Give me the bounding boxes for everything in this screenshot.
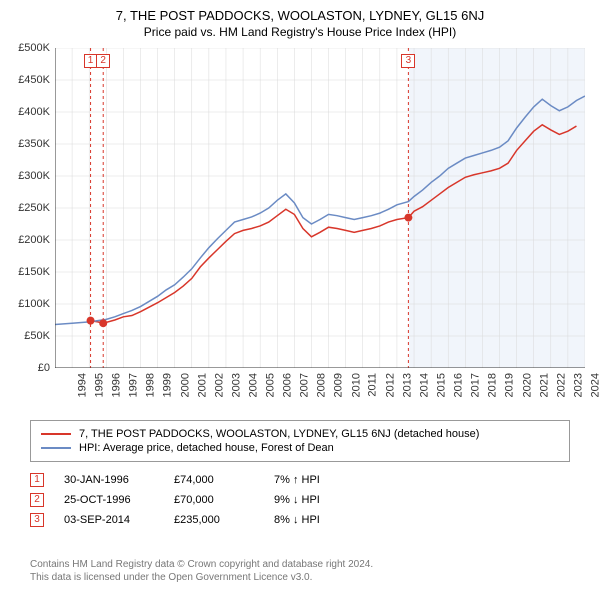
- event-hpi: 8% ↓ HPI: [274, 514, 374, 526]
- legend-label: 7, THE POST PADDOCKS, WOOLASTON, LYDNEY,…: [79, 428, 479, 440]
- event-marker-2: 2: [96, 54, 110, 68]
- x-axis-tick-label: 2010: [350, 373, 362, 397]
- legend-label: HPI: Average price, detached house, Fore…: [79, 442, 334, 454]
- y-axis-tick-label: £50K: [0, 330, 50, 342]
- x-axis-tick-label: 2004: [247, 373, 259, 397]
- x-axis-tick-label: 2016: [453, 373, 465, 397]
- event-num-badge: 1: [30, 473, 44, 487]
- x-axis-tick-label: 2003: [230, 373, 242, 397]
- x-axis-tick-label: 1997: [128, 373, 140, 397]
- x-axis-tick-label: 2021: [538, 373, 550, 397]
- event-price: £235,000: [174, 514, 254, 526]
- y-axis-tick-label: £200K: [0, 234, 50, 246]
- legend-item: 7, THE POST PADDOCKS, WOOLASTON, LYDNEY,…: [41, 427, 559, 441]
- chart-legend: 7, THE POST PADDOCKS, WOOLASTON, LYDNEY,…: [30, 420, 570, 462]
- legend-swatch: [41, 447, 71, 449]
- x-axis-tick-label: 2024: [589, 373, 600, 397]
- y-axis-tick-label: £400K: [0, 106, 50, 118]
- y-axis-tick-label: £500K: [0, 42, 50, 54]
- chart-plot-area: £0£50K£100K£150K£200K£250K£300K£350K£400…: [55, 48, 585, 368]
- x-axis-tick-label: 2023: [572, 373, 584, 397]
- y-axis-tick-label: £350K: [0, 138, 50, 150]
- event-row: 3 03-SEP-2014 £235,000 8% ↓ HPI: [30, 510, 570, 530]
- footer-line2: This data is licensed under the Open Gov…: [30, 571, 373, 584]
- x-axis-tick-label: 2012: [384, 373, 396, 397]
- event-date: 30-JAN-1996: [64, 474, 154, 486]
- x-axis-tick-label: 2013: [401, 373, 413, 397]
- x-axis-tick-label: 1998: [145, 373, 157, 397]
- event-date: 03-SEP-2014: [64, 514, 154, 526]
- legend-swatch: [41, 433, 71, 435]
- x-axis-tick-label: 2020: [521, 373, 533, 397]
- x-axis-tick-label: 1994: [76, 373, 88, 397]
- x-axis-tick-label: 2015: [436, 373, 448, 397]
- event-hpi: 7% ↑ HPI: [274, 474, 374, 486]
- event-price: £74,000: [174, 474, 254, 486]
- y-axis-tick-label: £250K: [0, 202, 50, 214]
- x-axis-tick-label: 2001: [196, 373, 208, 397]
- x-axis-tick-label: 2019: [504, 373, 516, 397]
- y-axis-tick-label: £150K: [0, 266, 50, 278]
- x-axis-tick-label: 1999: [162, 373, 174, 397]
- x-axis-tick-label: 2000: [179, 373, 191, 397]
- event-list: 1 30-JAN-1996 £74,000 7% ↑ HPI 2 25-OCT-…: [30, 470, 570, 530]
- y-axis-tick-label: £300K: [0, 170, 50, 182]
- x-axis-tick-label: 2022: [555, 373, 567, 397]
- chart-title: 7, THE POST PADDOCKS, WOOLASTON, LYDNEY,…: [0, 0, 600, 23]
- event-row: 2 25-OCT-1996 £70,000 9% ↓ HPI: [30, 490, 570, 510]
- x-axis-tick-label: 2009: [333, 373, 345, 397]
- x-axis-tick-label: 2006: [282, 373, 294, 397]
- x-axis-tick-label: 2017: [470, 373, 482, 397]
- chart-container: 7, THE POST PADDOCKS, WOOLASTON, LYDNEY,…: [0, 0, 600, 590]
- x-axis-tick-label: 2002: [213, 373, 225, 397]
- x-axis-tick-label: 2018: [487, 373, 499, 397]
- event-num-badge: 3: [30, 513, 44, 527]
- footer-line1: Contains HM Land Registry data © Crown c…: [30, 558, 373, 571]
- x-axis-tick-label: 1995: [94, 373, 106, 397]
- event-num-badge: 2: [30, 493, 44, 507]
- event-marker-3: 3: [401, 54, 415, 68]
- x-axis-tick-label: 2005: [265, 373, 277, 397]
- y-axis-tick-label: £100K: [0, 298, 50, 310]
- x-axis-tick-label: 2007: [299, 373, 311, 397]
- event-hpi: 9% ↓ HPI: [274, 494, 374, 506]
- legend-item: HPI: Average price, detached house, Fore…: [41, 441, 559, 455]
- chart-svg: [55, 48, 585, 368]
- event-price: £70,000: [174, 494, 254, 506]
- x-axis-tick-label: 1996: [111, 373, 123, 397]
- event-row: 1 30-JAN-1996 £74,000 7% ↑ HPI: [30, 470, 570, 490]
- x-axis-tick-label: 2014: [418, 373, 430, 397]
- chart-footer: Contains HM Land Registry data © Crown c…: [30, 558, 373, 584]
- chart-subtitle: Price paid vs. HM Land Registry's House …: [0, 23, 600, 39]
- y-axis-tick-label: £0: [0, 362, 50, 374]
- event-date: 25-OCT-1996: [64, 494, 154, 506]
- x-axis-tick-label: 2008: [316, 373, 328, 397]
- y-axis-tick-label: £450K: [0, 74, 50, 86]
- x-axis-tick-label: 2011: [366, 373, 378, 397]
